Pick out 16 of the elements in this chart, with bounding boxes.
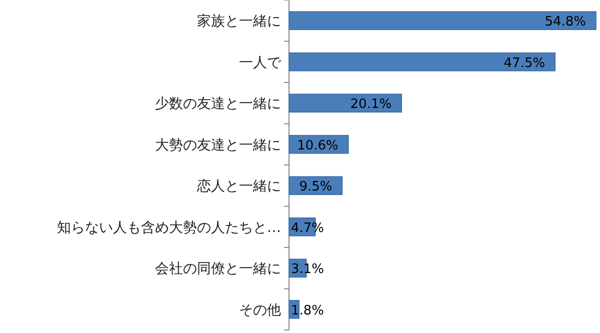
y-tick-label: 知らない人も含め大勢の人たちと… — [57, 220, 281, 236]
bar — [288, 11, 596, 30]
data-label: 9.5% — [299, 180, 332, 195]
data-label: 20.1% — [350, 97, 392, 112]
y-tick-label: 家族と一緒に — [197, 14, 281, 30]
y-tick-label: 大勢の友達と一緒に — [155, 137, 281, 154]
bar — [288, 52, 556, 72]
y-tick-label: 恋人と一緒に — [196, 178, 281, 195]
y-tick-label: 会社の同僚と一緒に — [155, 261, 281, 278]
data-label: 47.5% — [504, 56, 546, 71]
data-label: 54.8% — [544, 14, 586, 30]
data-label: 10.6% — [297, 138, 338, 154]
y-tick-label: その他 — [239, 302, 281, 318]
bar — [288, 94, 402, 113]
y-tick-label: 少数の友達と一緒に — [155, 96, 281, 112]
y-tick-label: 一人で — [239, 54, 282, 71]
